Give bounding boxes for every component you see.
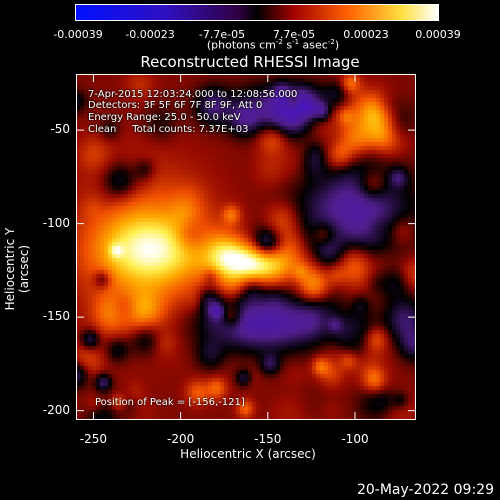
y-tick-label: -50 [50, 122, 70, 137]
chart-title: Reconstructed RHESSI Image [140, 53, 360, 71]
annotation-time-range: 7-Apr-2015 12:03:24.000 to 12:08:56.000 [88, 89, 298, 100]
y-tick-label: -200 [42, 402, 70, 417]
colorbar-tick-label: -7.7e-05 [198, 28, 246, 41]
colorbar-tick-label: 0.00023 [343, 28, 389, 41]
x-tick-label: -200 [166, 432, 195, 446]
heatmap-image [76, 74, 416, 420]
x-tick-label: -100 [341, 432, 369, 446]
annotation-detectors: Detectors: 3F 5F 6F 7F 8F 9F, Att 0 [88, 100, 263, 111]
colorbar-tick-label: 0.00039 [415, 28, 461, 41]
y-tick-label: -150 [42, 309, 70, 324]
timestamp: 20-May-2022 09:29 [356, 482, 494, 498]
annotation-energy: Energy Range: 25.0 - 50.0 keV [88, 112, 241, 123]
y-tick-label: -100 [42, 215, 70, 230]
y-axis-label: Heliocentric Y (arcsec) [3, 227, 31, 311]
colorbar-tick-label: 7.7e-05 [272, 28, 316, 41]
annotation-method: Clean Total counts: 7.37E+03 [88, 124, 249, 135]
x-tick-label: -250 [79, 432, 108, 446]
colorbar [75, 4, 439, 21]
colorbar-tick-label: -0.00039 [53, 28, 103, 41]
x-tick-label: -150 [254, 432, 282, 446]
colorbar-tick-label: -0.00023 [125, 28, 175, 41]
colorbar-unit-label: (photons cm-2 s-1 asec-2) [206, 38, 340, 52]
x-axis-label: Heliocentric X (arcsec) [180, 447, 316, 461]
annotation-peak-position: Position of Peak = [-156,-121] [95, 397, 245, 408]
